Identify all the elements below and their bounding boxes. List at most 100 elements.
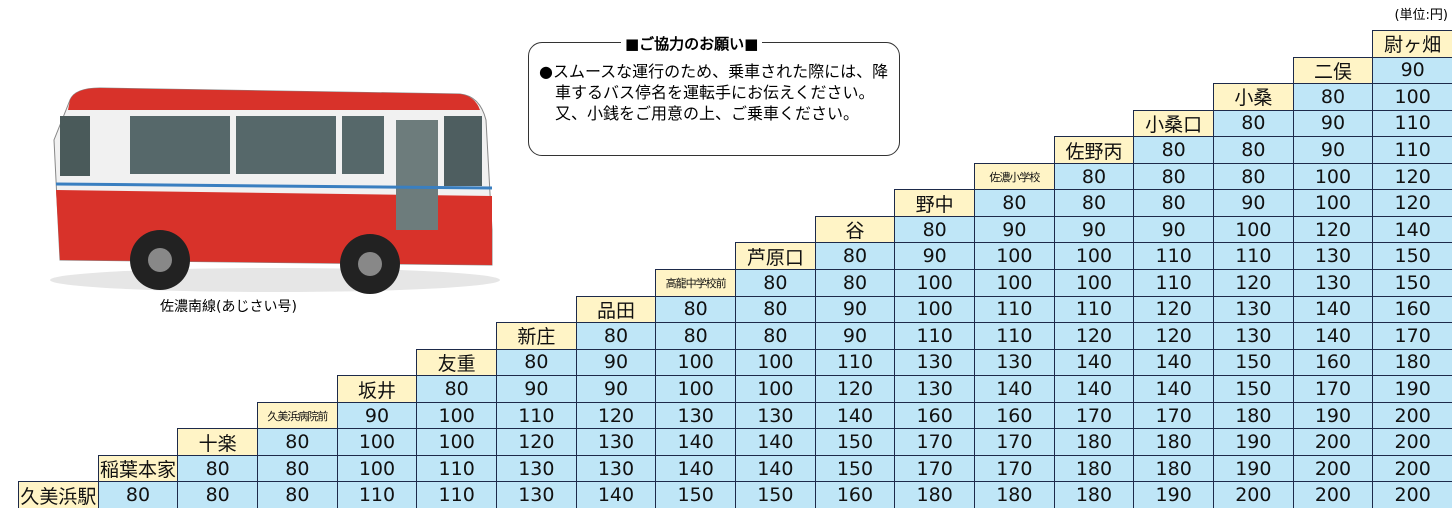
fare-cell: 120 <box>496 428 577 456</box>
fare-cell: 120 <box>1133 322 1214 350</box>
fare-cell: 170 <box>974 454 1055 483</box>
fare-cell: 80 <box>735 295 816 324</box>
fare-cell: 180 <box>1133 454 1214 483</box>
bus-photo <box>50 87 500 294</box>
fare-cell: 80 <box>1053 162 1135 191</box>
fare-cell: 110 <box>416 481 497 508</box>
fare-cell: 80 <box>257 454 338 483</box>
fare-cell: 90 <box>1213 189 1294 217</box>
unit-label: (単位:円) <box>1394 8 1448 23</box>
fare-cell: 120 <box>1292 215 1374 244</box>
fare-cell: 130 <box>735 401 816 430</box>
stop-name: 尉ヶ畑 <box>1372 30 1452 58</box>
fare-cell: 100 <box>1053 269 1135 297</box>
fare-cell: 110 <box>1372 109 1452 138</box>
stop-name: 野中 <box>894 189 975 217</box>
fare-cell: 160 <box>974 401 1055 430</box>
fare-cell: 200 <box>1372 481 1452 508</box>
fare-cell: 170 <box>1053 401 1135 430</box>
stop-name: 二俣 <box>1292 56 1374 85</box>
stop-name: 坂井 <box>336 375 418 403</box>
fare-cell: 80 <box>1053 189 1135 217</box>
stop-name: 久美浜駅 <box>18 481 99 508</box>
fare-cell: 160 <box>1292 348 1374 377</box>
fare-cell: 80 <box>257 481 338 508</box>
fare-cell: 100 <box>974 269 1055 297</box>
fare-cell: 90 <box>496 375 577 403</box>
fare-cell: 90 <box>1372 56 1452 85</box>
fare-cell: 130 <box>894 348 975 377</box>
fare-cell: 100 <box>894 295 975 324</box>
fare-cell: 100 <box>735 375 816 403</box>
fare-cell: 170 <box>974 428 1055 456</box>
fare-cell: 110 <box>1133 269 1214 297</box>
fare-cell: 90 <box>814 295 896 324</box>
fare-cell: 80 <box>655 322 736 350</box>
fare-cell: 100 <box>1292 162 1374 191</box>
fare-cell: 80 <box>1213 136 1294 164</box>
fare-cell: 100 <box>1372 83 1452 111</box>
fare-cell: 180 <box>1213 401 1294 430</box>
fare-cell: 150 <box>1213 375 1294 403</box>
fare-cell: 130 <box>496 481 577 508</box>
fare-cell: 130 <box>1213 295 1294 324</box>
stop-name: 谷 <box>814 215 896 244</box>
fare-cell: 80 <box>177 454 258 483</box>
fare-cell: 110 <box>1372 136 1452 164</box>
fare-cell: 190 <box>1133 481 1214 508</box>
fare-cell: 110 <box>814 348 896 377</box>
fare-cell: 130 <box>1292 242 1374 270</box>
fare-cell: 150 <box>1213 348 1294 377</box>
fare-cell: 110 <box>1053 295 1135 324</box>
fare-cell: 120 <box>1053 322 1135 350</box>
fare-cell: 140 <box>814 401 896 430</box>
fare-cell: 80 <box>1133 162 1214 191</box>
fare-cell: 200 <box>1372 454 1452 483</box>
fare-cell: 140 <box>655 428 736 456</box>
fare-cell: 130 <box>974 348 1055 377</box>
fare-cell: 80 <box>416 375 497 403</box>
fare-cell: 80 <box>1292 83 1374 111</box>
fare-cell: 80 <box>814 269 896 297</box>
fare-cell: 100 <box>974 242 1055 270</box>
fare-cell: 100 <box>1053 242 1135 270</box>
fare-cell: 180 <box>1053 454 1135 483</box>
stop-name: 稲葉本家 <box>97 454 179 483</box>
fare-cell: 130 <box>1292 269 1374 297</box>
fare-cell: 200 <box>1292 428 1374 456</box>
fare-cell: 190 <box>1372 375 1452 403</box>
fare-cell: 80 <box>1133 189 1214 217</box>
fare-cell: 140 <box>1133 375 1214 403</box>
fare-cell: 80 <box>1213 109 1294 138</box>
fare-cell: 90 <box>575 348 657 377</box>
fare-cell: 100 <box>735 348 816 377</box>
fare-cell: 80 <box>655 295 736 324</box>
fare-cell: 170 <box>894 454 975 483</box>
fare-cell: 140 <box>655 454 736 483</box>
fare-cell: 180 <box>1053 481 1135 508</box>
fare-cell: 140 <box>735 428 816 456</box>
fare-cell: 130 <box>894 375 975 403</box>
fare-cell: 180 <box>974 481 1055 508</box>
fare-cell: 150 <box>1372 242 1452 270</box>
fare-cell: 140 <box>1053 375 1135 403</box>
stop-name: 品田 <box>575 295 657 324</box>
fare-cell: 90 <box>894 242 975 270</box>
fare-cell: 200 <box>1292 454 1374 483</box>
fare-cell: 180 <box>894 481 975 508</box>
stop-name: 新庄 <box>496 322 577 350</box>
fare-cell: 100 <box>655 348 736 377</box>
fare-cell: 190 <box>1213 428 1294 456</box>
fare-cell: 100 <box>416 428 497 456</box>
fare-cell: 170 <box>1292 375 1374 403</box>
notice-box: ■ご協力のお願い■ ●スムースな運行のため、乗車された際には、降車するバス停名を… <box>528 33 900 156</box>
fare-cell: 90 <box>1292 136 1374 164</box>
fare-cell: 140 <box>1133 348 1214 377</box>
fare-cell: 120 <box>1213 269 1294 297</box>
notice-text: ●スムースな運行のため、乗車された際には、降車するバス停名を運転手にお伝えくださ… <box>539 62 889 123</box>
fare-cell: 90 <box>1053 215 1135 244</box>
stop-name: 十楽 <box>177 428 258 456</box>
fare-cell: 160 <box>814 481 896 508</box>
fare-cell: 130 <box>496 454 577 483</box>
